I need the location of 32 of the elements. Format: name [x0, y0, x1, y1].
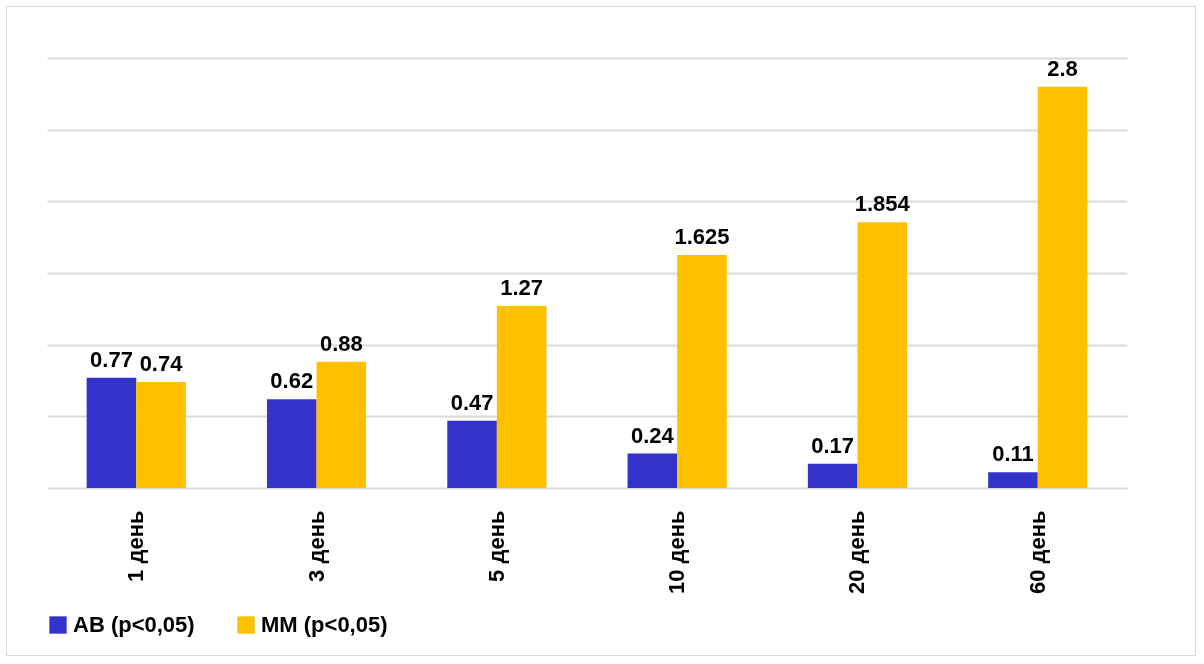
data-label: 1.854 [854, 191, 911, 217]
data-label: 0.88 [319, 330, 363, 356]
legend-label: ММ (p<0,05) [261, 612, 388, 637]
x-tick-label: 5 день [483, 510, 509, 582]
bar [496, 305, 547, 488]
x-tick-label: 1 день [123, 510, 149, 582]
bar [86, 377, 137, 488]
x-tick-label: 60 день [1024, 510, 1050, 595]
x-tick-label: 20 день [844, 510, 870, 595]
bar [1037, 86, 1088, 488]
bar [136, 381, 186, 488]
data-label: 0.77 [90, 346, 133, 372]
bar [316, 361, 367, 488]
data-label: 0.62 [270, 368, 314, 394]
data-label: 0.24 [630, 422, 675, 448]
legend-label: АВ (p<0,05) [73, 612, 195, 637]
data-label: 0.74 [139, 350, 184, 376]
data-label: 1.625 [674, 224, 730, 250]
bar [988, 472, 1038, 488]
bar [266, 399, 317, 488]
data-label: 0.11 [992, 441, 1034, 467]
data-label: 1.27 [500, 274, 544, 300]
bar [677, 255, 727, 488]
bar [807, 463, 858, 488]
x-tick-label: 10 день [664, 510, 690, 595]
data-label: 2.8 [1047, 55, 1078, 81]
bar [627, 453, 678, 488]
data-label: 0.47 [450, 389, 494, 415]
x-tick-label: 3 день [303, 510, 329, 582]
bar [857, 222, 908, 488]
data-label: 0.17 [811, 432, 855, 458]
bar [447, 420, 497, 488]
